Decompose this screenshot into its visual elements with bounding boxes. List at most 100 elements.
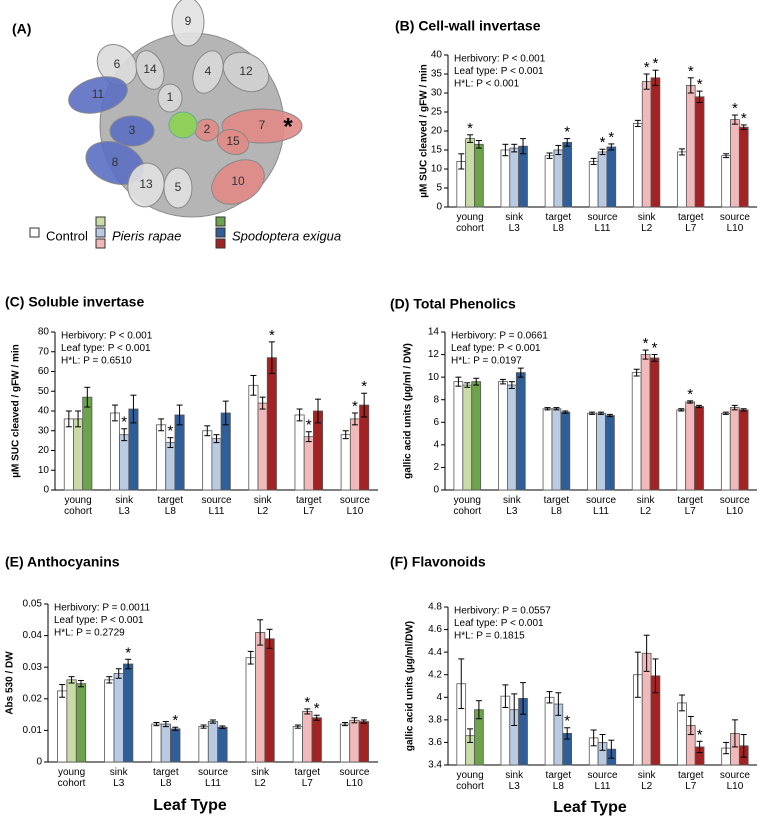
y-tick-label: 4.8 (428, 602, 442, 613)
error-bar (590, 157, 597, 165)
error-bar (204, 425, 211, 437)
x-tick-label: sink L3 (505, 212, 524, 234)
bar (264, 638, 275, 763)
leaf-number: 15 (226, 134, 240, 148)
bar (119, 434, 130, 491)
error-bar (546, 691, 553, 704)
significance-star: * (697, 76, 703, 93)
error-bar (115, 668, 122, 679)
leaf-number: 14 (143, 62, 157, 76)
y-tick-label: 4 (436, 692, 442, 703)
error-bar (250, 374, 257, 396)
bar (292, 726, 303, 763)
x-tick-label: target L7 (677, 770, 704, 792)
significance-star: * (564, 124, 570, 141)
y-tick-label: 0.01 (23, 725, 43, 736)
leaf-center (168, 111, 198, 139)
error-bar (599, 148, 606, 156)
error-bar (517, 367, 524, 378)
y-tick-label: 4 (433, 439, 439, 450)
significance-star: * (697, 726, 703, 743)
error-bar (642, 349, 649, 360)
y-tick-label: 15 (431, 145, 443, 156)
bar (738, 126, 749, 208)
bar (211, 438, 222, 491)
bar (257, 402, 268, 491)
error-bar (502, 143, 509, 157)
x-tick-label: source L10 (339, 495, 370, 517)
bar (349, 418, 360, 491)
bar (553, 149, 564, 208)
leaf-number: 6 (114, 57, 121, 71)
significance-star: * (643, 335, 649, 352)
stats-text: Herbivory: P = 0.0011 (54, 603, 151, 614)
leaf-number: 2 (204, 122, 211, 136)
error-bar (458, 658, 465, 710)
error-bar (598, 411, 604, 415)
asterisk: * (283, 113, 293, 140)
bar (202, 430, 213, 491)
error-bar (351, 412, 358, 426)
bar (694, 96, 705, 208)
x-tick-label: target L8 (543, 495, 570, 517)
error-bar (599, 734, 606, 751)
error-bar (687, 400, 694, 404)
bar (248, 384, 259, 491)
x-tick-label: source L10 (719, 770, 750, 792)
error-bar (590, 729, 597, 747)
bar (649, 357, 660, 491)
error-bar (555, 144, 562, 156)
x-tick-label: source L11 (587, 212, 618, 234)
error-bar (687, 77, 694, 94)
y-axis-label: µM SUC cleaved / gFW / min (11, 344, 22, 478)
bar (75, 683, 87, 763)
bar (165, 442, 176, 491)
y-tick-label: 80 (38, 327, 50, 338)
bar (66, 679, 77, 763)
y-tick-label: 50 (38, 386, 50, 397)
bar (359, 404, 370, 491)
significance-star: * (608, 129, 614, 146)
bar (294, 414, 305, 491)
chart-title: (D) Total Phenolics (390, 296, 516, 312)
legend-swatch (95, 227, 106, 238)
error-bar (296, 408, 303, 422)
x-tick-label: young cohort (456, 770, 484, 792)
y-tick-label: 2 (433, 462, 439, 473)
bar (474, 143, 484, 208)
error-bar (342, 430, 349, 440)
bar (587, 412, 597, 491)
y-axis-label: Abs 530 / DW (5, 651, 16, 715)
error-bar (553, 407, 560, 411)
error-bar (740, 734, 747, 758)
x-tick-label: target L7 (295, 495, 322, 517)
error-bar (222, 400, 229, 426)
y-tick-label: 12 (428, 349, 440, 360)
error-bar (723, 153, 730, 159)
error-bar (508, 381, 515, 389)
x-axis-label: Leaf Type (153, 797, 227, 814)
bar (109, 412, 121, 491)
significance-star: * (352, 398, 358, 415)
significance-star: * (652, 340, 658, 357)
error-bar (564, 138, 571, 147)
error-bar (257, 619, 264, 646)
y-tick-label: 6 (433, 417, 439, 428)
y-tick-label: 3.4 (428, 760, 442, 771)
x-tick-label: target L7 (677, 495, 703, 517)
panel-label: (A) (12, 21, 31, 37)
error-bar (65, 410, 72, 428)
error-bar (643, 73, 650, 90)
significance-star: * (306, 417, 312, 434)
error-bar (68, 676, 75, 684)
bar (544, 696, 555, 766)
error-bar (722, 411, 729, 415)
stats-text: H*L: P = 0.2729 (54, 628, 125, 639)
error-bar (740, 408, 747, 412)
error-bar (59, 684, 66, 698)
rosette (68, 0, 303, 209)
bar (311, 717, 322, 763)
y-tick-label: 0 (36, 757, 42, 768)
legend-label: Pieris rapae (112, 228, 181, 243)
